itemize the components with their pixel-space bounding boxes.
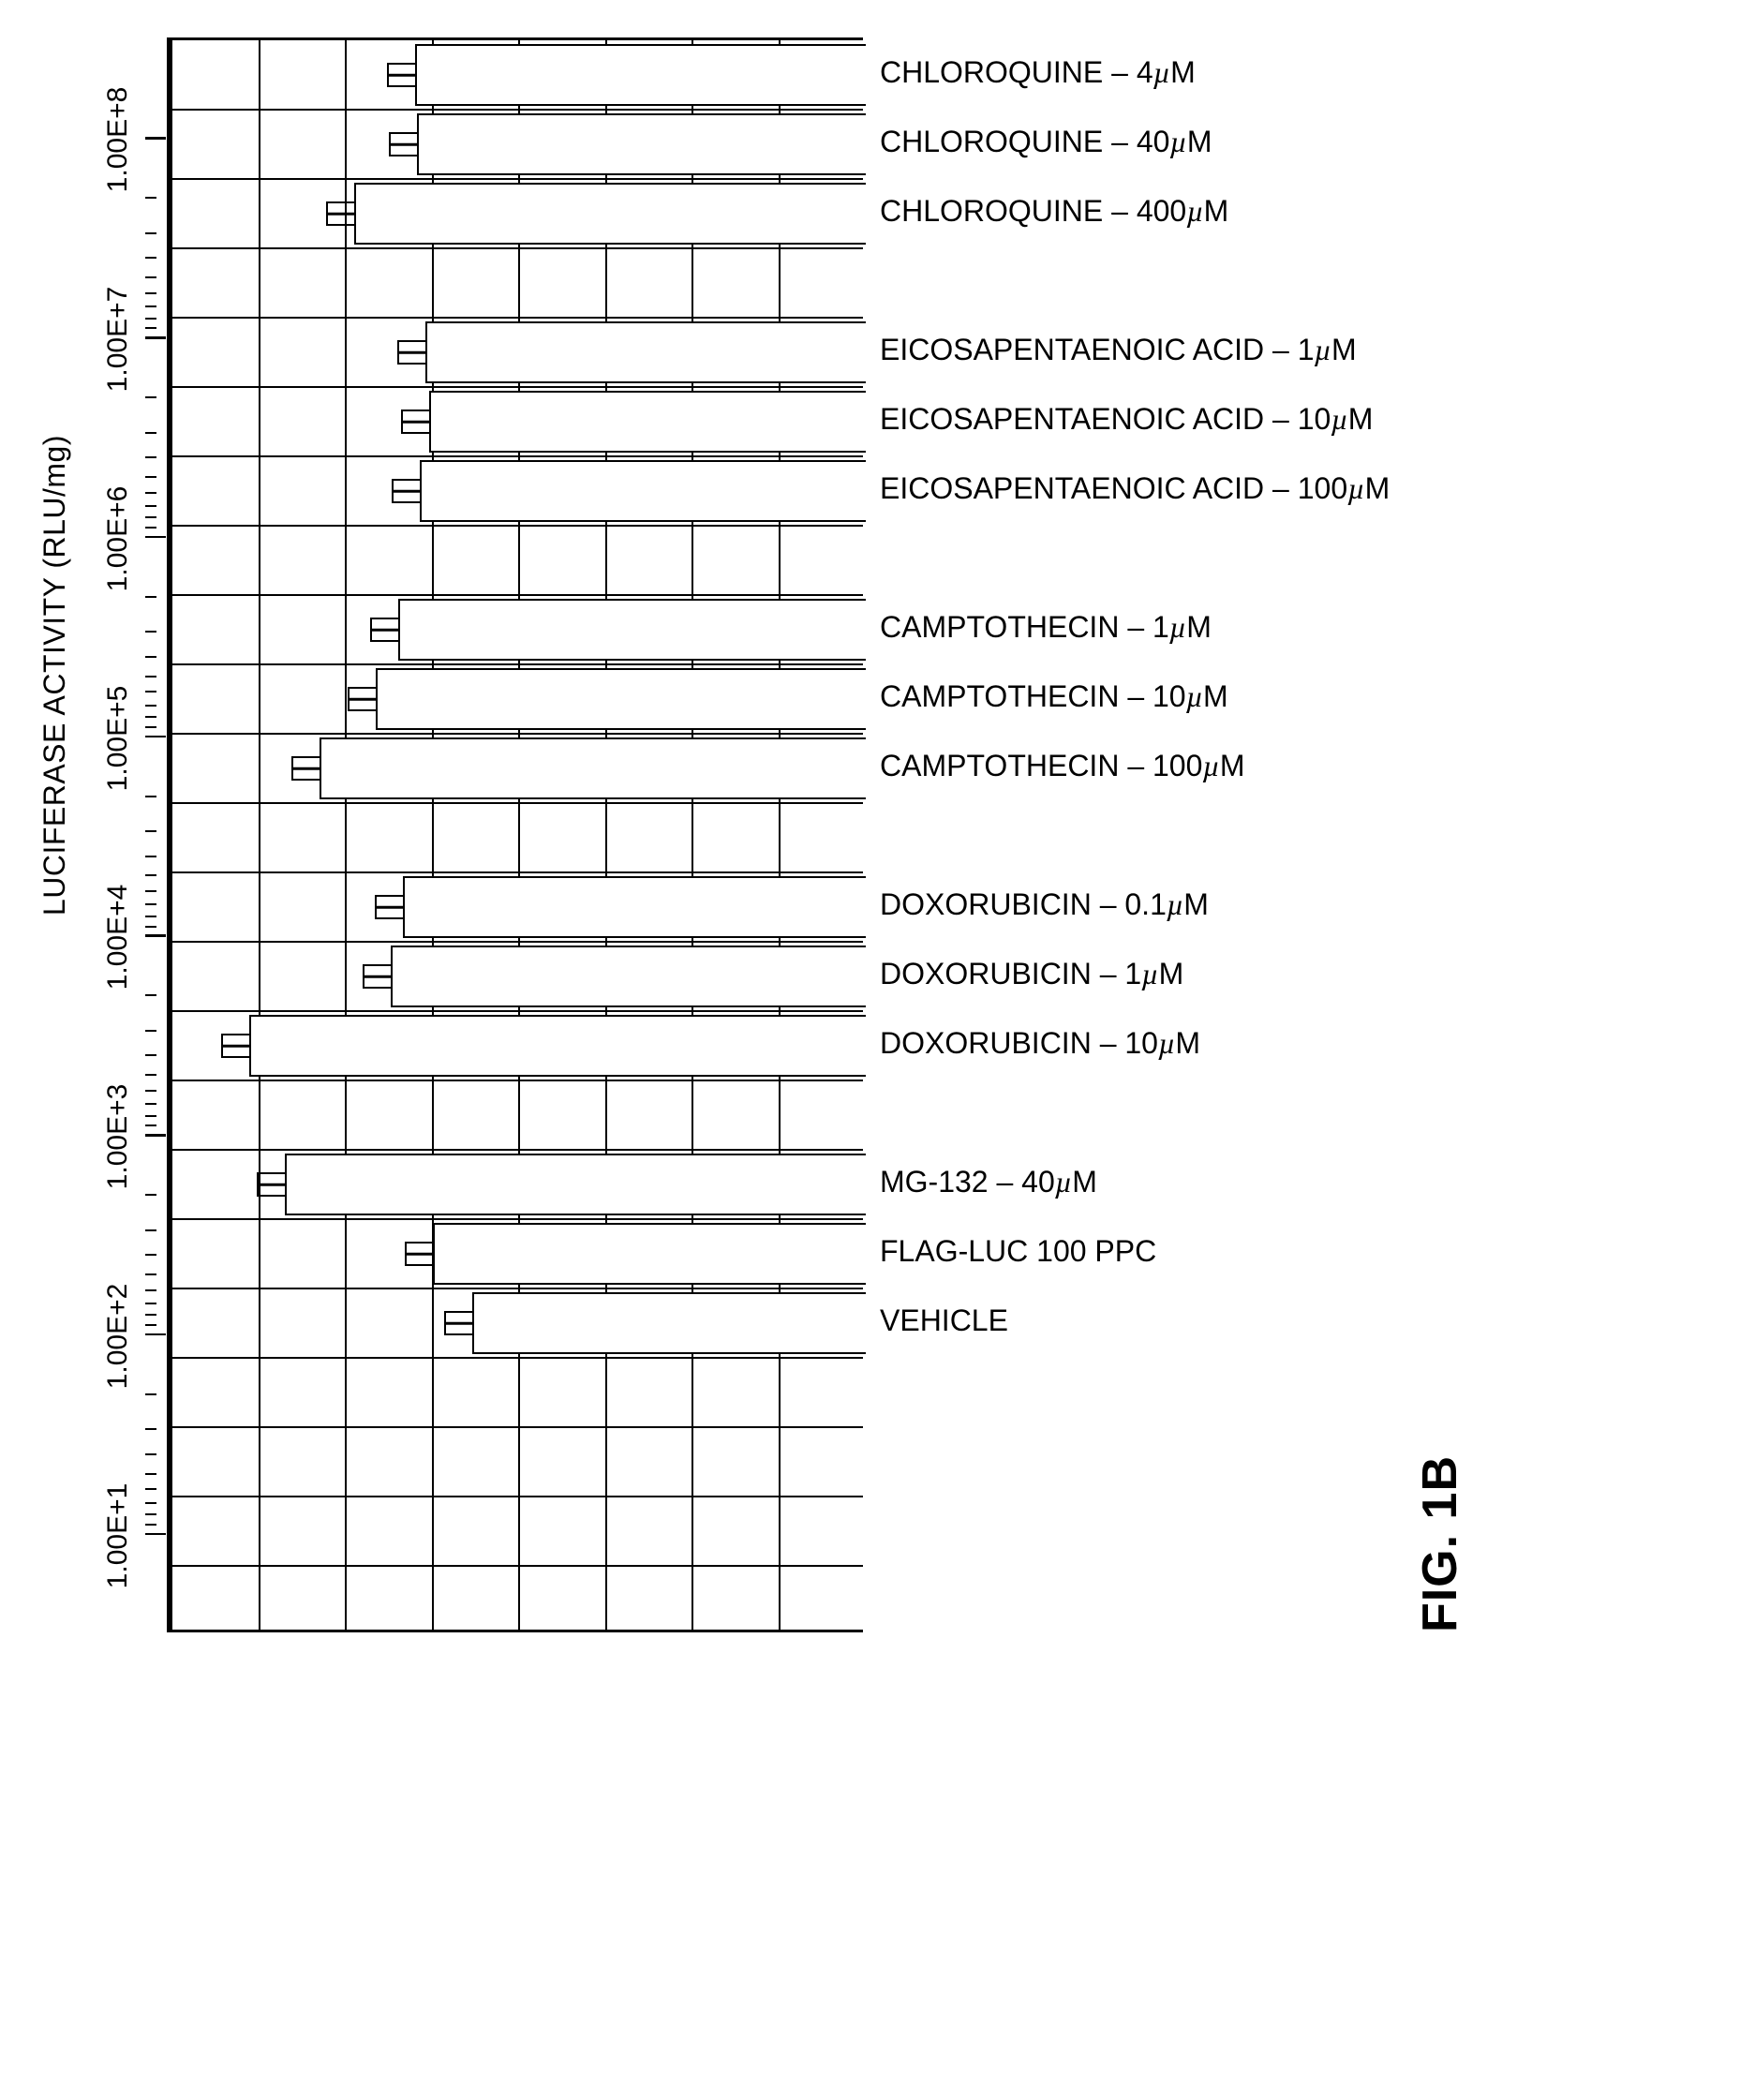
bar-label: CAMPTOTHECIN – 10 µM xyxy=(880,678,1228,715)
bar xyxy=(398,599,866,661)
bar-label: CHLOROQUINE – 4 µM xyxy=(880,53,1196,91)
axis-tick-label: 1.00E+1 xyxy=(102,1475,134,1597)
bar xyxy=(429,391,866,453)
axis-tick-label: 1.00E+4 xyxy=(102,876,134,998)
bar-label: DOXORUBICIN – 10 µM xyxy=(880,1024,1200,1062)
value-axis: 1.00E+8 1.00E+7 1.00E+6 1.00E+5 1.00E+4 1.00E… xyxy=(89,37,170,1632)
bar-label: FLAG-LUC 100 PPC xyxy=(880,1232,1156,1270)
axis-tick-label: 1.00E+5 xyxy=(102,678,134,799)
error-bar xyxy=(444,1311,472,1335)
bar xyxy=(433,1223,867,1285)
axis-tick-label: 1.00E+3 xyxy=(102,1076,134,1198)
bar-label: EICOSAPENTAENOIC ACID – 100 µM xyxy=(880,469,1390,507)
error-bar xyxy=(370,618,398,642)
error-bar xyxy=(348,687,376,711)
error-bar xyxy=(397,340,425,365)
figure-1b: LUCIFERASE ACTIVITY (RLU/mg) 1.00E+81.00… xyxy=(37,37,1468,1632)
bar-label: EICOSAPENTAENOIC ACID – 10 µM xyxy=(880,400,1373,438)
error-bar xyxy=(401,410,429,434)
error-bar xyxy=(392,479,420,503)
bar-label: EICOSAPENTAENOIC ACID – 1 µM xyxy=(880,331,1357,368)
bar-labels-column: CHLOROQUINE – 4 µM CHLOROQUINE – 40 µM CHL… xyxy=(880,37,1405,1632)
error-bar xyxy=(221,1034,249,1058)
axis-tick-label: 1.00E+2 xyxy=(102,1275,134,1397)
plot-area xyxy=(170,37,863,1632)
error-bar xyxy=(257,1172,285,1197)
error-bar xyxy=(387,63,415,87)
error-bar xyxy=(363,964,391,989)
bar xyxy=(376,668,866,730)
bar-label: CAMPTOTHECIN – 1 µM xyxy=(880,608,1212,646)
bar xyxy=(320,737,866,799)
bar xyxy=(417,113,866,175)
bar xyxy=(391,946,866,1007)
error-bar xyxy=(389,132,417,156)
bar-label: DOXORUBICIN – 1 µM xyxy=(880,955,1183,992)
bar xyxy=(285,1154,866,1215)
bar-label: CHLOROQUINE – 400 µM xyxy=(880,192,1228,230)
axis-tick-label: 1.00E+7 xyxy=(102,278,134,400)
axis-tick-label: 1.00E+6 xyxy=(102,478,134,600)
bar xyxy=(425,321,866,383)
bar-label: CHLOROQUINE – 40 µM xyxy=(880,123,1212,160)
error-bar xyxy=(291,756,320,781)
bar xyxy=(420,460,866,522)
error-bar xyxy=(375,895,403,919)
bar-label: VEHICLE xyxy=(880,1302,1008,1339)
bar xyxy=(415,44,866,106)
error-bar xyxy=(326,201,354,226)
axis-tick-label: 1.00E+8 xyxy=(102,79,134,201)
bar xyxy=(354,183,866,245)
bar xyxy=(472,1292,866,1354)
bar xyxy=(403,876,866,938)
bar-label: DOXORUBICIN – 0.1 µM xyxy=(880,886,1209,923)
error-bar xyxy=(405,1242,433,1266)
bar xyxy=(249,1015,866,1077)
figure-caption: FIG. 1B xyxy=(1412,1455,1468,1632)
bar-label: MG-132 – 40 µM xyxy=(880,1163,1097,1200)
y-axis-label: LUCIFERASE ACTIVITY (RLU/mg) xyxy=(37,435,72,916)
bar-label: CAMPTOTHECIN – 100 µM xyxy=(880,747,1244,784)
